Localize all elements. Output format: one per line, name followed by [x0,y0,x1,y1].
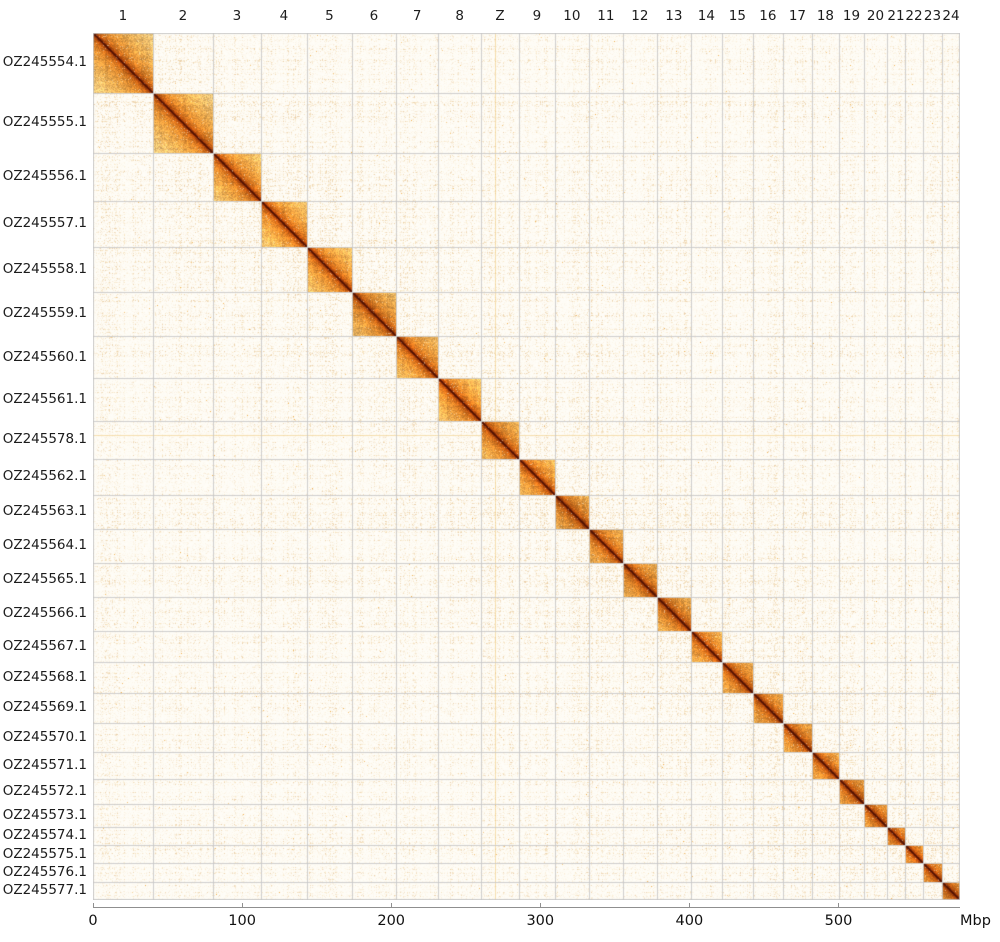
x-axis-tick [838,903,840,907]
x-axis-tick [391,903,393,907]
chromosome-column-label: Z [495,8,505,24]
row-label-accession: OZ245555.1 [2,114,87,131]
row-label-accession: OZ245568.1 [2,668,87,685]
x-axis-unit-label: Mbp [960,913,991,929]
chromosome-column-label: 13 [665,8,683,24]
row-label-accession: OZ245562.1 [2,468,87,485]
chromosome-column-label: 6 [369,8,379,24]
row-label-accession: OZ245554.1 [2,54,87,71]
chromosome-column-label: 3 [232,8,242,24]
chromosome-column-label: 18 [816,8,835,24]
chromosome-column-label: 20 [866,8,885,24]
chromosome-column-label: 9 [532,8,542,24]
row-label-accession: OZ245566.1 [2,605,87,622]
x-axis-tick [93,903,94,907]
row-label-accession: OZ245578.1 [2,431,87,448]
x-axis-tick-label: 500 [824,913,853,929]
row-label-accession: OZ245571.1 [2,756,87,773]
row-label-accession: OZ245577.1 [2,882,87,899]
chromosome-column-label: 24 [942,8,960,24]
x-axis-tick [689,903,691,907]
row-label-accession: OZ245575.1 [2,845,87,862]
chromosome-column-label: 8 [455,8,464,24]
chromosome-column-label: 7 [412,8,422,24]
x-axis-tick-label: 300 [526,913,555,929]
row-label-accession: OZ245563.1 [2,503,87,520]
row-label-accession: OZ245576.1 [2,863,87,880]
row-label-accession: OZ245570.1 [2,728,87,745]
row-label-accession: OZ245557.1 [2,215,87,232]
chromosome-column-label: 16 [759,8,777,24]
heatmap-canvas [93,33,960,900]
chromosome-column-label: 15 [728,8,746,24]
x-axis-tick-label: 400 [675,913,704,929]
chromosome-column-label: 14 [697,8,715,24]
row-label-accession: OZ245565.1 [2,571,87,588]
row-label-accession: OZ245559.1 [2,305,87,322]
chromosome-column-label: 22 [905,8,923,24]
x-axis-tick-label: 100 [228,913,256,929]
row-label-accession: OZ245560.1 [2,348,87,365]
chromosome-column-label: 11 [597,8,615,24]
x-axis-tick-label: 0 [88,913,98,929]
x-axis-line [93,907,960,908]
row-label-accession: OZ245569.1 [2,699,87,716]
row-label-accession: OZ245558.1 [2,260,87,277]
chromosome-column-label: 21 [887,8,905,24]
row-label-accession: OZ245561.1 [2,391,87,408]
row-label-accession: OZ245574.1 [2,827,87,844]
row-label-accession: OZ245572.1 [2,782,87,799]
row-label-accession: OZ245567.1 [2,637,87,654]
row-label-accession: OZ245573.1 [2,806,87,823]
chromosome-column-label: 1 [118,8,128,24]
chromosome-column-label: 5 [325,8,334,24]
x-axis-tick [242,903,244,907]
chromosome-column-label: 23 [923,8,942,24]
row-label-accession: OZ245564.1 [2,537,87,554]
chromosome-column-label: 10 [563,8,581,24]
chromosome-column-label: 2 [178,8,188,24]
chromosome-column-label: 4 [279,8,289,24]
chromosome-column-label: 19 [842,8,861,24]
chromosome-column-label: 12 [631,8,649,24]
row-label-accession: OZ245556.1 [2,168,87,185]
x-axis-tick [540,903,542,907]
x-axis-tick-label: 200 [377,913,406,929]
chromosome-column-label: 17 [788,8,806,24]
